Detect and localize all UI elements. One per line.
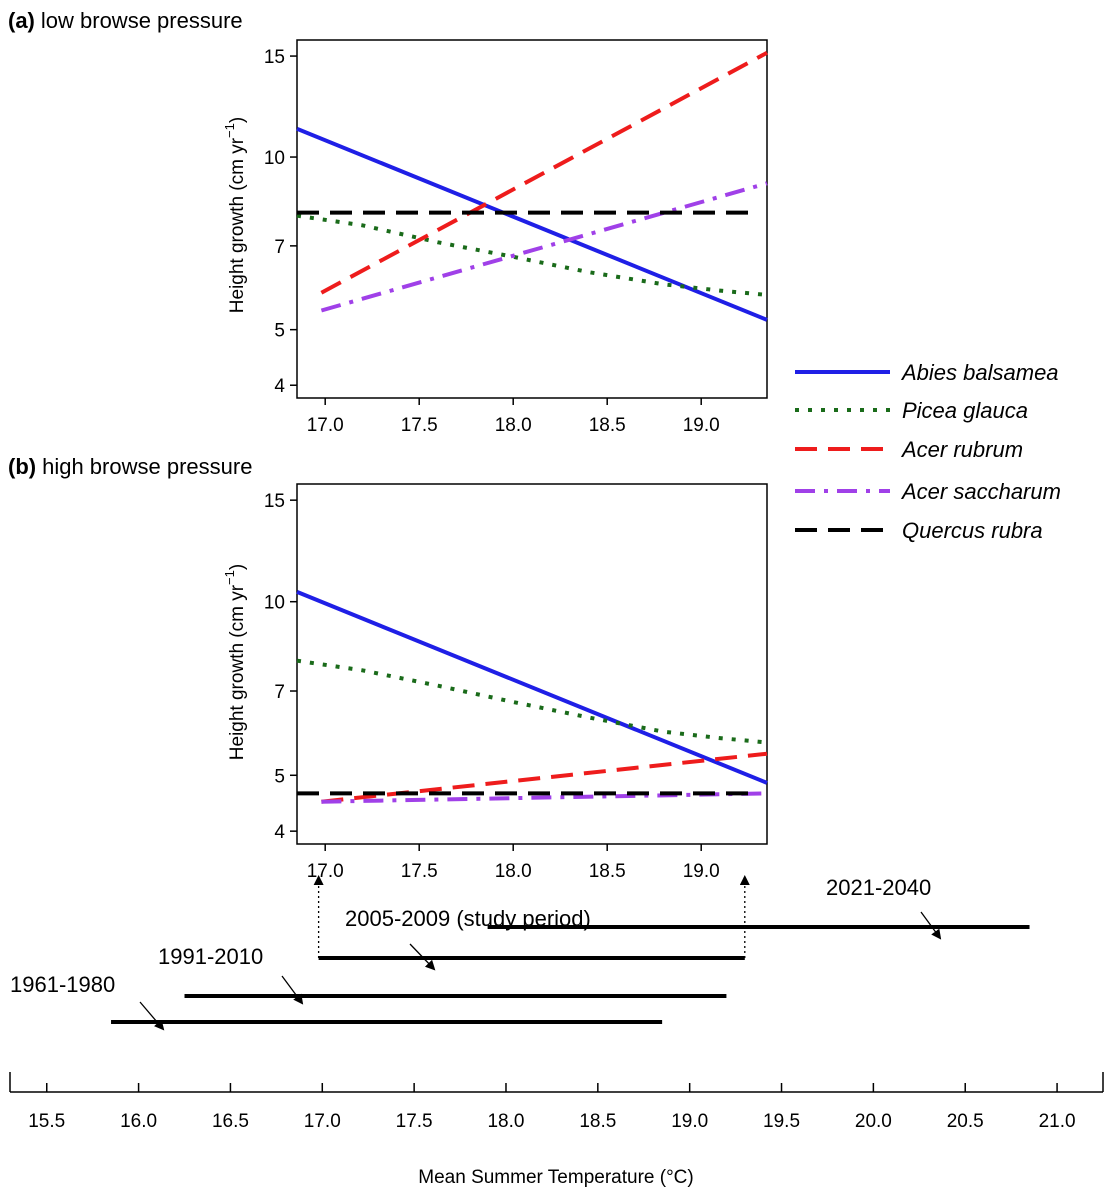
panel-a-series-acer-saccharum	[320, 181, 768, 313]
range-label: 1961-1980	[10, 972, 115, 997]
panel-b-plot-frame	[296, 483, 768, 845]
panel-a-y-ticks: 4 5 7 10 15	[264, 47, 297, 397]
panel-b-x-tick-label: 18.0	[495, 861, 532, 882]
panel-b-y-tick-label: 4	[274, 822, 285, 843]
panel-b-label: (b)	[8, 454, 36, 479]
legend: Abies balsamea Picea glauca Acer rubrum Ace…	[795, 360, 1061, 543]
panel-a-x-tick-label: 17.5	[401, 415, 438, 436]
bottom-axis-tick-label: 18.0	[487, 1111, 524, 1132]
panel-a-plot-frame	[296, 39, 768, 399]
bottom-axis-tick-label: 16.5	[212, 1111, 249, 1132]
range-pointer-arrow	[139, 1001, 165, 1031]
bottom-axis-tick-label: 18.5	[579, 1111, 616, 1132]
panel-b-series-abies-balsamea	[296, 590, 768, 785]
panel-a-x-tick-label: 19.0	[683, 415, 720, 436]
panel-a-title: (a) low browse pressure	[8, 8, 243, 33]
bottom-axis-tick-label: 20.5	[947, 1111, 984, 1132]
panel-b-y-tick-label: 7	[274, 682, 285, 703]
panel-b-x-tick-label: 19.0	[683, 861, 720, 882]
panel-b-series	[296, 590, 768, 804]
legend-label: Picea glauca	[902, 398, 1028, 423]
panel-b-y-tick-label: 10	[264, 593, 285, 614]
panel-b-series-acer-saccharum	[321, 791, 768, 804]
bottom-axis-tick-label: 17.0	[304, 1111, 341, 1132]
panel-a-title-text: low browse pressure	[41, 8, 243, 33]
panel-a-series-picea-glauca	[296, 213, 768, 297]
panel-a: (a) low browse pressure Height growth (cm…	[8, 8, 768, 436]
panel-a-y-tick-label: 7	[274, 237, 285, 258]
legend-label: Acer rubrum	[900, 437, 1023, 462]
panel-b-y-tick-label: 15	[264, 491, 285, 512]
bottom-axis-tick-label: 21.0	[1039, 1111, 1076, 1132]
bottom-axis-title: Mean Summer Temperature (°C)	[418, 1167, 693, 1188]
panel-a-y-tick-label: 15	[264, 47, 285, 68]
panel-b-x-tick-label: 17.5	[401, 861, 438, 882]
panel-b-series-acer-rubrum	[321, 751, 768, 804]
panel-a-series-acer-rubrum	[320, 51, 768, 295]
bottom-axis-tick-label: 16.0	[120, 1111, 157, 1132]
panel-b-y-tick-label: 5	[274, 766, 285, 787]
legend-label: Quercus rubra	[902, 518, 1043, 543]
panel-a-y-tick-label: 4	[274, 376, 285, 397]
bottom-axis-tick-label: 20.0	[855, 1111, 892, 1132]
range-label: 1991-2010	[158, 944, 263, 969]
range-pointer-arrow	[409, 943, 436, 971]
panel-b-y-axis-title: Height growth (cm yr−1)	[222, 564, 248, 760]
panel-b-x-ticks: 17.0 17.5 18.0 18.5 19.0	[307, 844, 720, 882]
panel-b-y-ticks: 4 5 7 10 15	[264, 491, 297, 843]
panel-b: (b) high browse pressure Height growth (c…	[8, 454, 768, 882]
panel-a-label: (a)	[8, 8, 35, 33]
panel-a-x-tick-label: 18.5	[589, 415, 626, 436]
panel-a-series-abies-balsamea	[296, 126, 768, 322]
panel-a-x-tick-label: 17.0	[307, 415, 344, 436]
panel-a-series	[296, 51, 768, 322]
bottom-axis-tick-label: 17.5	[396, 1111, 433, 1132]
panel-b-x-tick-label: 17.0	[307, 861, 344, 882]
bottom-axis-tick-label: 15.5	[28, 1111, 65, 1132]
panel-b-x-tick-label: 18.5	[589, 861, 626, 882]
range-pointer-arrow	[920, 911, 942, 940]
panel-a-y-tick-label: 10	[264, 148, 285, 169]
panel-a-y-axis-title: Height growth (cm yr−1)	[222, 117, 248, 313]
range-pointer-arrow	[281, 975, 304, 1005]
panel-a-x-tick-label: 18.0	[495, 415, 532, 436]
panel-b-series-picea-glauca	[296, 658, 768, 745]
range-label: 2021-2040	[826, 875, 931, 900]
panel-b-title-text: high browse pressure	[42, 454, 252, 479]
bottom-axis-tick-label: 19.5	[763, 1111, 800, 1132]
panel-b-title: (b) high browse pressure	[8, 454, 252, 479]
temperature-axis: 15.5 16.0 16.5 17.0 17.5 18.0 18.5 19.0 19.5 20.0…	[9, 1072, 1104, 1132]
bottom-axis-tick-label: 19.0	[671, 1111, 708, 1132]
legend-label: Acer saccharum	[900, 479, 1061, 504]
legend-label: Abies balsamea	[900, 360, 1059, 385]
panel-a-x-ticks: 17.0 17.5 18.0 18.5 19.0	[307, 398, 720, 436]
panel-a-y-tick-label: 5	[274, 321, 285, 342]
